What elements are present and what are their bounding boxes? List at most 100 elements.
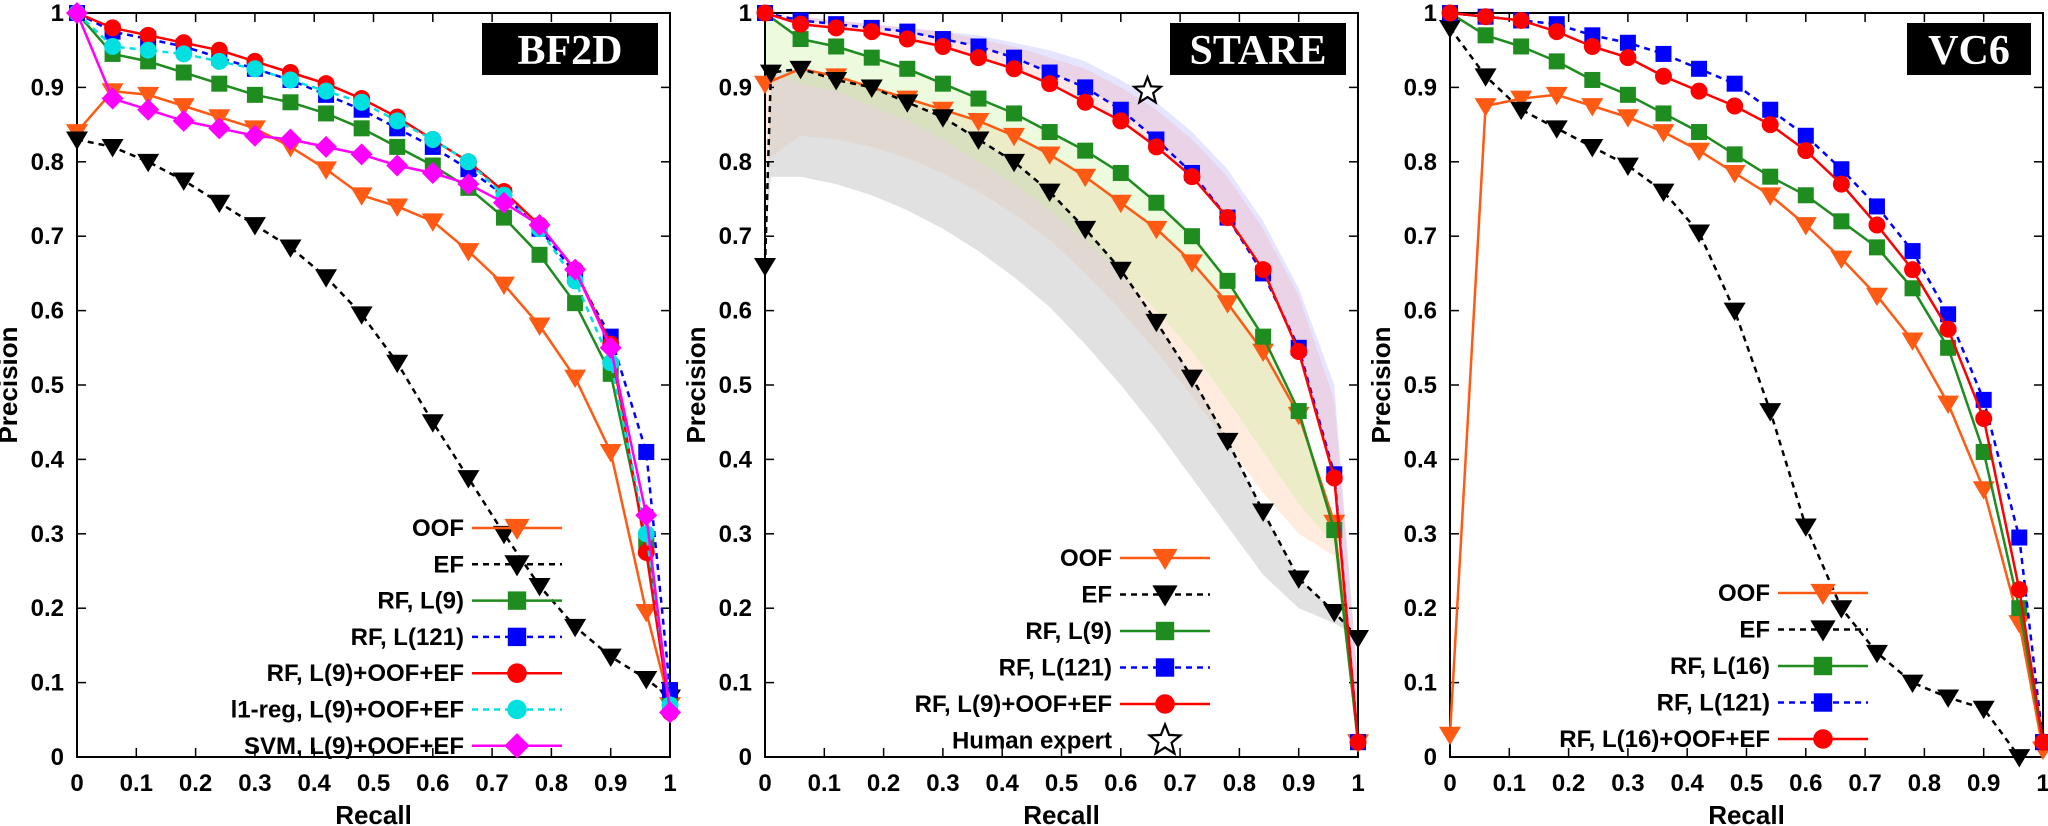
data-point bbox=[1904, 261, 1922, 279]
legend-entry: RF, L(16)+OOF+EF bbox=[1559, 726, 1868, 753]
y-tick-label: 0.4 bbox=[1404, 446, 1438, 473]
data-point bbox=[564, 618, 587, 638]
series-rf-l-9-oof-ef bbox=[68, 4, 679, 721]
y-tick-label: 0.9 bbox=[31, 74, 64, 101]
y-tick-label: 0.4 bbox=[719, 446, 753, 473]
legend-marker bbox=[1813, 656, 1833, 676]
data-point bbox=[659, 701, 681, 724]
data-point bbox=[1325, 469, 1343, 487]
legend-label: Human expert bbox=[952, 728, 1112, 755]
x-tick-label: 0.5 bbox=[1045, 770, 1078, 797]
legend-label: SVM, L(9)+OOF+EF bbox=[244, 733, 464, 760]
data-point bbox=[389, 138, 406, 155]
data-point bbox=[2008, 615, 2031, 634]
data-point bbox=[1901, 332, 1924, 351]
x-tick-label: 0.6 bbox=[1104, 770, 1137, 797]
data-point bbox=[1797, 142, 1815, 160]
data-point bbox=[175, 45, 193, 63]
data-point bbox=[1761, 116, 1779, 134]
data-point bbox=[137, 98, 160, 121]
data-point bbox=[1183, 168, 1201, 186]
y-tick-label: 0.4 bbox=[31, 446, 65, 473]
legend-entry: RF, L(121) bbox=[1657, 690, 1868, 717]
data-point bbox=[792, 15, 810, 33]
data-point bbox=[1619, 86, 1636, 103]
y-tick-label: 0.7 bbox=[1404, 223, 1437, 250]
y-tick-label: 0.6 bbox=[31, 298, 64, 325]
legend-label: EF bbox=[433, 551, 464, 578]
legend-label: EF bbox=[1739, 617, 1770, 644]
x-tick-label: 0.6 bbox=[1789, 770, 1822, 797]
data-point bbox=[825, 72, 848, 91]
x-axis-label: Recall bbox=[1708, 800, 1785, 826]
data-point bbox=[172, 109, 195, 132]
series-human-expert bbox=[1131, 74, 1164, 105]
legend-entry: RF, L(121) bbox=[351, 624, 562, 651]
data-point bbox=[1691, 60, 1708, 77]
data-point bbox=[1038, 146, 1061, 165]
series-rf-l-16-oof-ef bbox=[1441, 4, 2048, 751]
data-point bbox=[457, 470, 480, 489]
data-point bbox=[208, 117, 231, 140]
legend-marker bbox=[1155, 658, 1175, 677]
legend-label: OOF bbox=[1718, 580, 1770, 607]
series-ef bbox=[754, 60, 1369, 649]
data-point bbox=[1865, 287, 1888, 307]
series-oof bbox=[1439, 86, 2048, 761]
data-point bbox=[172, 172, 195, 191]
y-tick-label: 0.3 bbox=[1404, 521, 1437, 548]
data-point bbox=[2011, 529, 2028, 546]
data-point bbox=[1830, 250, 1853, 269]
x-tick-label: 0.3 bbox=[238, 770, 271, 797]
data-point bbox=[898, 30, 916, 48]
data-point bbox=[1005, 60, 1023, 78]
data-point bbox=[279, 128, 302, 151]
data-point bbox=[967, 131, 990, 150]
data-point bbox=[635, 504, 658, 527]
data-point bbox=[139, 26, 157, 44]
x-tick-label: 1 bbox=[1351, 770, 1364, 797]
data-point bbox=[1655, 45, 1672, 62]
data-point bbox=[1347, 630, 1369, 649]
data-point bbox=[1216, 295, 1239, 314]
data-point bbox=[1041, 124, 1058, 141]
data-point bbox=[754, 258, 776, 277]
data-point bbox=[1652, 124, 1675, 143]
y-tick-label: 0 bbox=[51, 744, 64, 771]
data-point bbox=[1654, 67, 1672, 85]
data-point bbox=[1074, 168, 1097, 188]
data-point bbox=[599, 648, 622, 668]
data-point bbox=[792, 31, 809, 48]
data-point bbox=[1833, 161, 1850, 178]
series-svm-l-9-oof-ef bbox=[66, 2, 681, 724]
data-point bbox=[492, 276, 515, 296]
y-tick-label: 0.2 bbox=[719, 595, 752, 622]
series-line bbox=[75, 12, 672, 713]
chart-title: VC6 bbox=[1928, 28, 2010, 74]
x-tick-label: 0.2 bbox=[1552, 770, 1585, 797]
data-point bbox=[246, 86, 263, 103]
data-point bbox=[860, 79, 883, 98]
data-point bbox=[424, 130, 442, 148]
x-tick-label: 0.8 bbox=[1223, 770, 1256, 797]
data-point bbox=[1477, 27, 1494, 44]
data-point bbox=[970, 90, 987, 107]
data-point bbox=[1940, 306, 1957, 323]
data-point bbox=[528, 214, 551, 237]
series-line bbox=[1448, 93, 2045, 750]
data-point bbox=[1112, 112, 1130, 130]
data-point bbox=[1145, 220, 1168, 240]
data-point bbox=[1074, 220, 1097, 240]
data-point bbox=[1619, 34, 1636, 51]
data-point bbox=[1762, 168, 1779, 185]
legend-label: l1-reg, L(9)+OOF+EF bbox=[231, 697, 464, 724]
data-point bbox=[1006, 105, 1023, 122]
data-point bbox=[1868, 216, 1886, 234]
legend-marker bbox=[507, 663, 527, 683]
data-point bbox=[1726, 146, 1743, 163]
data-point bbox=[1726, 75, 1743, 92]
data-point bbox=[492, 191, 515, 214]
x-tick-label: 0.3 bbox=[1611, 770, 1644, 797]
data-point bbox=[1441, 4, 1459, 22]
